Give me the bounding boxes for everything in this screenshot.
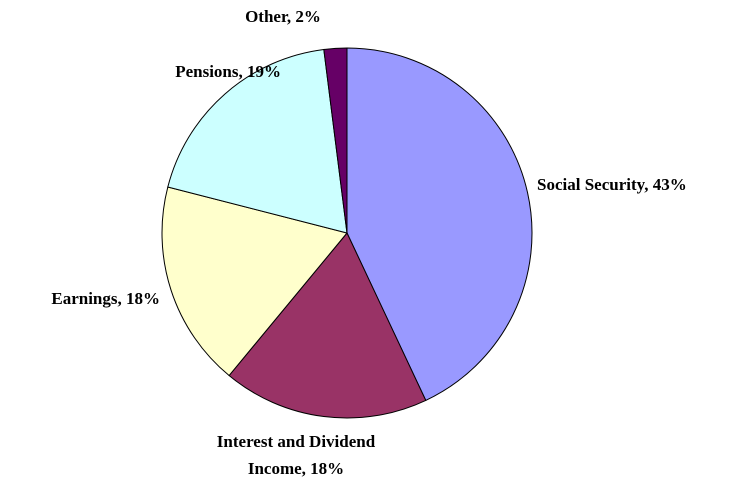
slice-label: Pensions, 19% — [175, 62, 281, 81]
slice-label: Social Security, 43% — [537, 175, 687, 194]
slice-label: Income, 18% — [248, 459, 344, 478]
slice-label: Interest and Dividend — [217, 432, 376, 451]
pie-slice — [167, 48, 348, 234]
pie-slice — [323, 47, 348, 234]
pie-slice — [346, 47, 533, 402]
pie-slice — [228, 232, 427, 419]
pie-slice — [161, 186, 348, 377]
slice-label: Other, 2% — [245, 7, 321, 26]
slice-label: Earnings, 18% — [51, 289, 160, 308]
